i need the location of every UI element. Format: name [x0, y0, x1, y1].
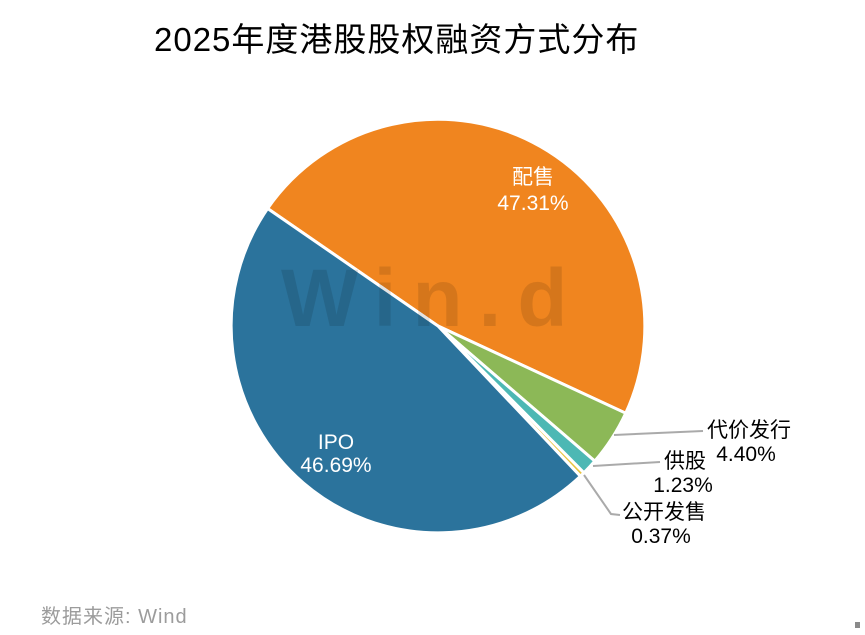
leader-line-供股 — [592, 461, 661, 467]
screen-artifact — [855, 622, 860, 628]
slice-percent-代价发行: 4.40% — [716, 443, 776, 466]
slice-label-供股: 供股 — [664, 450, 706, 473]
pie-slice-IPO[interactable] — [229, 207, 582, 535]
pie-slice-配售[interactable] — [266, 117, 647, 415]
slice-percent-公开发售: 0.37% — [631, 525, 691, 548]
leader-line-代价发行 — [613, 430, 704, 436]
leader-line-公开发售 — [583, 474, 621, 516]
chart-title: 2025年度港股股权融资方式分布 — [154, 21, 640, 58]
slice-percent-IPO: 46.69% — [300, 454, 371, 477]
slice-label-公开发售: 公开发售 — [622, 501, 706, 524]
slice-label-代价发行: 代价发行 — [707, 419, 791, 442]
slice-label-配售: 配售 — [512, 166, 554, 189]
data-source-note: 数据来源: Wind — [41, 606, 188, 628]
slice-label-IPO: IPO — [318, 431, 354, 454]
slice-percent-配售: 47.31% — [497, 192, 568, 215]
slice-percent-供股: 1.23% — [653, 474, 713, 497]
